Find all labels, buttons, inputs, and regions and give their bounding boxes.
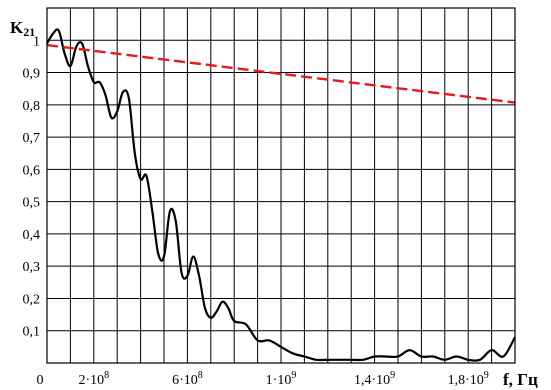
x-tick-label: 1,8·109	[448, 370, 489, 388]
y-tick-label: 0,4	[23, 228, 41, 243]
x-tick-label: 1·109	[266, 370, 297, 388]
y-tick-label: 0,9	[23, 67, 41, 82]
x-axis-title: f, Гц	[503, 370, 538, 389]
x-tick-label: 0	[37, 373, 44, 388]
y-tick-label: 0,2	[23, 292, 41, 307]
series-line-solid	[46, 28, 516, 362]
series-group	[46, 28, 516, 362]
x-tick-label: 1,4·109	[354, 370, 395, 388]
grid	[47, 8, 515, 363]
y-axis-title-subscript: 21	[23, 25, 35, 39]
y-tick-label: 0,1	[23, 325, 41, 340]
plot-frame	[46, 7, 516, 364]
y-axis-title: K21	[10, 18, 35, 39]
x-tick-label: 6·108	[172, 370, 203, 388]
series-line-dashed	[46, 43, 516, 104]
y-tick-label: 0,6	[23, 163, 41, 178]
x-tick-labels: 0 2·108 6·108 1·109 1,4·109 1,8·109	[37, 370, 489, 388]
y-tick-label: 0,8	[23, 99, 41, 114]
y-tick-labels: 0,1 0,2 0,3 0,4 0,5 0,6 0,7 0,8 0,9 1	[23, 34, 41, 339]
y-tick-label: 0,7	[23, 131, 41, 146]
y-tick-label: 0,5	[23, 196, 41, 211]
y-tick-label: 0,3	[23, 260, 41, 275]
y-tick-label: 1	[33, 34, 40, 49]
y-axis-title-main: K	[10, 18, 24, 37]
x-tick-label: 2·108	[78, 370, 109, 388]
